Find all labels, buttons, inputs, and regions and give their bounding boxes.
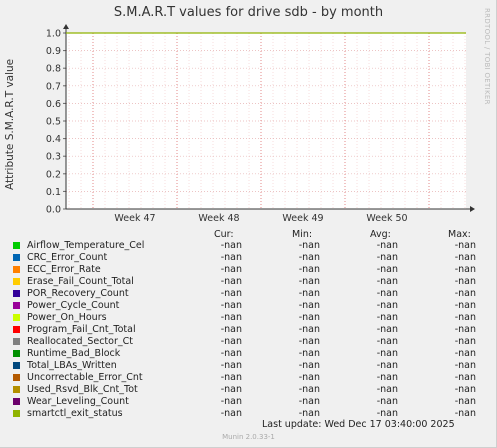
y-tick-label: 0.3: [46, 152, 61, 163]
chart-title: S.M.A.R.T values for drive sdb - by mont…: [113, 5, 384, 20]
rrdtool-watermark: RRDTOOL / TOBI OETIKER: [483, 8, 491, 105]
y-tick-label: 0.5: [46, 117, 61, 128]
chart-plot: 0.0 0.1 0.2 0.3 0.4 0.5 0.6 0.7 0.8 0.9 1.0 Week 47…: [46, 24, 475, 224]
x-tick-label: Week 47: [114, 213, 155, 224]
y-tick-label: 0.4: [46, 134, 61, 145]
x-tick-label: Week 48: [198, 213, 239, 224]
munin-version: Munin 2.0.33-1: [222, 433, 275, 441]
x-tick-label: Week 50: [366, 213, 407, 224]
x-tick-label: Week 49: [282, 213, 323, 224]
x-axis-arrow: [470, 206, 475, 212]
y-tick-label: 0.1: [46, 187, 61, 198]
y-tick-label: 1.0: [46, 29, 61, 40]
y-tick-label: 0.0: [46, 205, 61, 216]
y-axis-arrow: [63, 24, 69, 29]
y-tick-label: 0.8: [46, 64, 61, 75]
y-tick-label: 0.2: [46, 169, 61, 180]
y-tick-label: 0.6: [46, 99, 61, 110]
y-tick-label: 0.9: [46, 46, 61, 57]
y-tick-label: 0.7: [46, 81, 61, 92]
